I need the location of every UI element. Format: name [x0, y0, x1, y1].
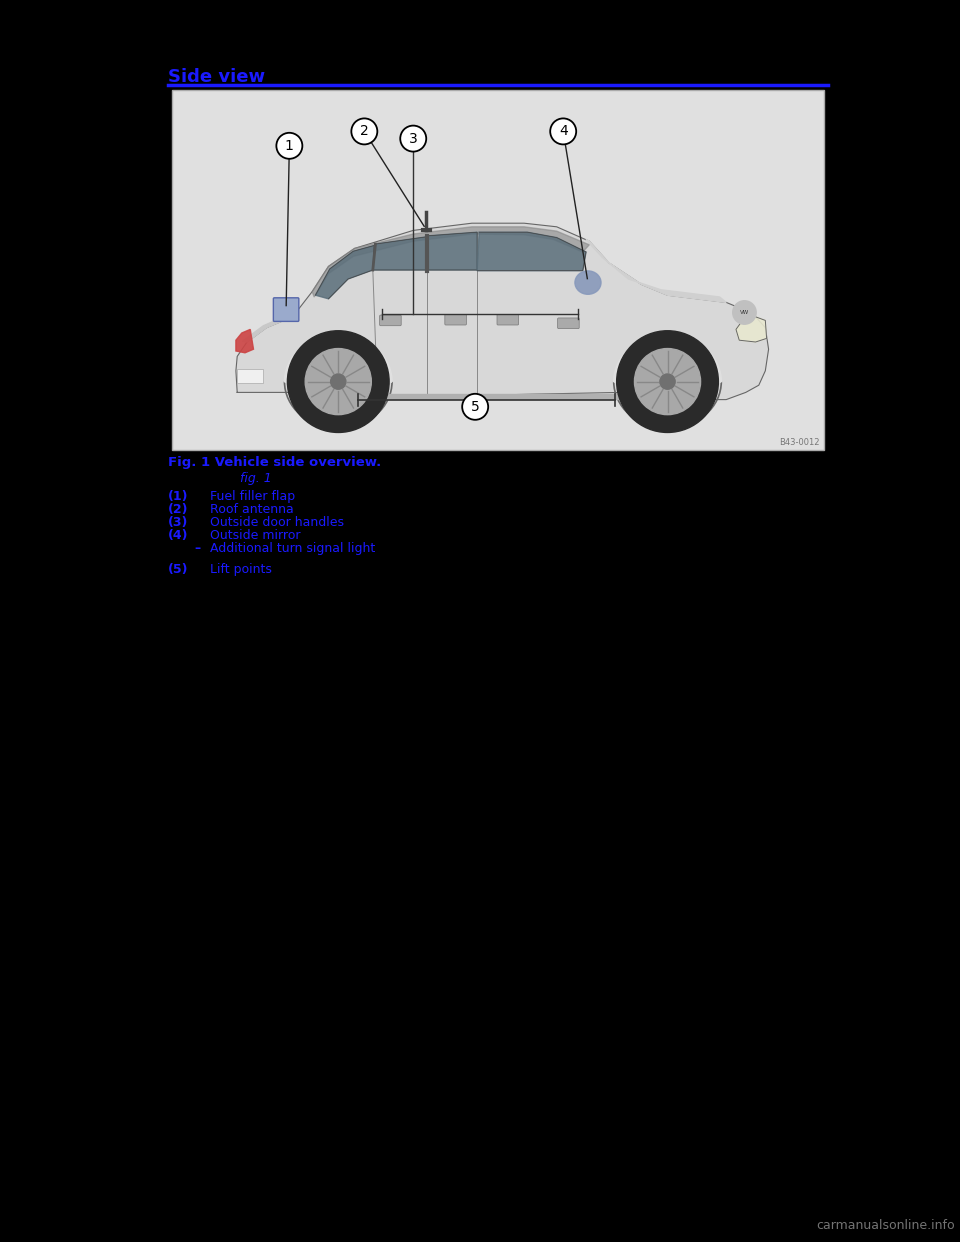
Ellipse shape: [575, 271, 601, 294]
Text: 3: 3: [409, 132, 418, 145]
Polygon shape: [586, 240, 726, 302]
Text: Outside mirror: Outside mirror: [210, 529, 300, 542]
Circle shape: [732, 301, 756, 324]
FancyBboxPatch shape: [379, 315, 401, 325]
FancyBboxPatch shape: [558, 318, 579, 329]
Text: Roof antenna: Roof antenna: [210, 503, 294, 515]
Text: VW: VW: [740, 310, 749, 315]
Polygon shape: [284, 335, 392, 381]
Text: (5): (5): [168, 563, 188, 576]
Polygon shape: [372, 237, 426, 270]
Circle shape: [276, 133, 302, 159]
Circle shape: [351, 118, 377, 144]
Circle shape: [287, 330, 389, 432]
Text: (4): (4): [168, 529, 188, 542]
Text: 5: 5: [470, 400, 480, 414]
Text: (3): (3): [168, 515, 188, 529]
Polygon shape: [736, 317, 767, 342]
Polygon shape: [312, 227, 589, 297]
Text: Side view: Side view: [168, 68, 265, 86]
Circle shape: [635, 349, 701, 415]
Text: Outside door handles: Outside door handles: [210, 515, 344, 529]
Polygon shape: [613, 335, 721, 381]
Text: (1): (1): [168, 491, 188, 503]
Polygon shape: [316, 246, 374, 299]
FancyBboxPatch shape: [444, 314, 467, 325]
FancyBboxPatch shape: [274, 298, 299, 322]
Polygon shape: [236, 329, 253, 353]
Circle shape: [616, 330, 718, 432]
Polygon shape: [236, 224, 769, 400]
Text: Fuel filler flap: Fuel filler flap: [210, 491, 295, 503]
Polygon shape: [428, 232, 477, 270]
Text: Fig. 1 Vehicle side overview.: Fig. 1 Vehicle side overview.: [168, 456, 381, 469]
Bar: [237, 369, 263, 384]
Text: 4: 4: [559, 124, 567, 138]
Polygon shape: [305, 394, 622, 399]
Circle shape: [400, 125, 426, 152]
Text: 1: 1: [285, 139, 294, 153]
Polygon shape: [477, 232, 586, 271]
Circle shape: [330, 374, 346, 389]
Circle shape: [305, 349, 372, 415]
Circle shape: [462, 394, 489, 420]
FancyBboxPatch shape: [497, 314, 518, 325]
Text: Additional turn signal light: Additional turn signal light: [210, 542, 375, 555]
Polygon shape: [243, 315, 293, 342]
Bar: [172, 89, 824, 450]
Text: B43-0012: B43-0012: [780, 438, 820, 447]
Text: fig. 1: fig. 1: [240, 472, 272, 484]
Text: 2: 2: [360, 124, 369, 138]
Text: (2): (2): [168, 503, 188, 515]
Text: carmanualsonline.info: carmanualsonline.info: [816, 1218, 955, 1232]
Text: Lift points: Lift points: [210, 563, 272, 576]
Circle shape: [550, 118, 576, 144]
Circle shape: [660, 374, 675, 389]
Text: –: –: [194, 542, 200, 555]
